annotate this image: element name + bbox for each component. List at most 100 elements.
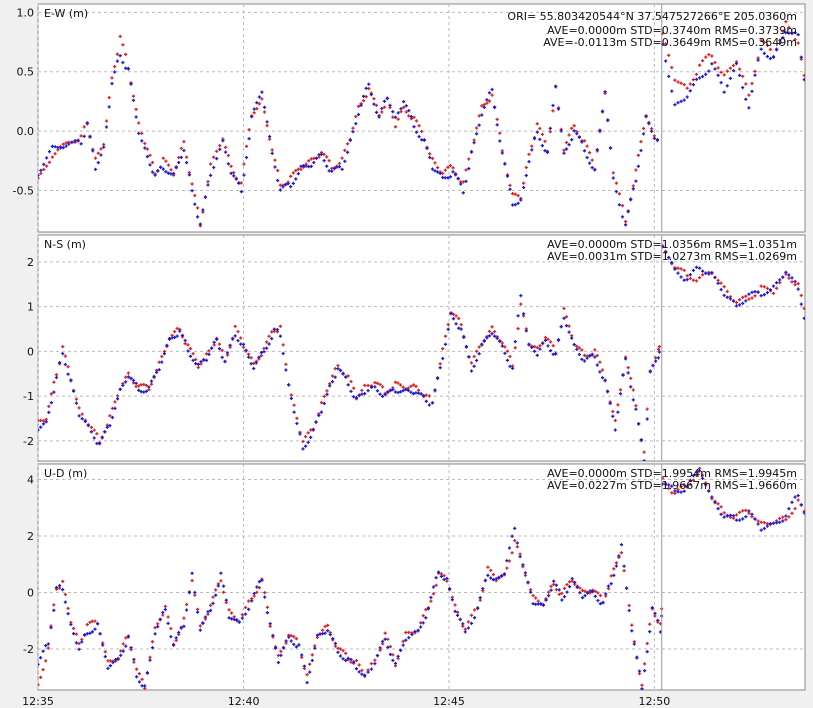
data-point — [49, 392, 53, 396]
data-point — [183, 342, 187, 346]
data-point — [578, 586, 582, 590]
data-point — [682, 98, 686, 102]
data-point — [778, 520, 782, 524]
data-point — [493, 105, 497, 110]
data-point — [185, 608, 189, 612]
data-point — [407, 630, 411, 634]
data-point — [624, 223, 628, 227]
data-point — [70, 140, 74, 144]
data-point — [270, 148, 274, 152]
data-point — [332, 167, 336, 171]
data-point — [526, 580, 530, 584]
data-point — [230, 611, 234, 615]
data-point — [381, 385, 385, 389]
data-point — [478, 596, 482, 600]
data-point — [698, 63, 702, 67]
data-point — [284, 639, 288, 643]
data-point — [135, 667, 139, 671]
data-point — [69, 622, 73, 627]
data-point — [385, 96, 389, 100]
data-point — [688, 273, 692, 277]
data-point — [493, 330, 497, 334]
data-point — [469, 613, 474, 617]
data-point — [380, 110, 384, 114]
data-point — [598, 370, 602, 374]
data-point — [337, 161, 342, 166]
data-point — [500, 151, 504, 155]
data-point — [164, 159, 168, 163]
data-point — [338, 368, 343, 373]
data-point — [174, 636, 178, 640]
data-point — [781, 36, 785, 40]
data-point — [93, 627, 97, 631]
data-point — [728, 66, 732, 70]
data-point — [505, 566, 509, 570]
data-point — [630, 623, 634, 627]
data-point — [551, 344, 555, 348]
data-point — [631, 187, 635, 191]
data-point — [472, 141, 476, 145]
data-point — [177, 160, 181, 165]
data-point — [198, 222, 202, 226]
y-tick-label: 4 — [27, 474, 34, 487]
data-point — [198, 624, 202, 628]
data-point — [135, 675, 139, 679]
data-point — [750, 81, 754, 86]
data-point — [631, 388, 635, 392]
data-point — [481, 587, 485, 591]
data-point — [421, 614, 425, 618]
data-point — [431, 592, 436, 596]
data-point — [352, 660, 356, 664]
data-point — [287, 635, 291, 639]
data-point — [617, 192, 621, 196]
data-point — [220, 348, 224, 352]
data-point — [707, 69, 711, 73]
data-point — [559, 325, 563, 329]
data-point — [388, 103, 392, 107]
data-point — [799, 302, 803, 306]
data-point — [620, 215, 625, 219]
data-point — [434, 583, 438, 587]
data-point — [734, 518, 739, 522]
data-point — [716, 66, 720, 70]
data-point — [250, 115, 254, 119]
data-point — [373, 658, 377, 662]
data-point — [276, 178, 280, 183]
data-point — [656, 618, 660, 622]
data-point — [580, 596, 585, 600]
data-point — [414, 384, 418, 388]
data-point — [249, 356, 253, 360]
data-point — [104, 125, 109, 129]
data-point — [688, 276, 692, 280]
data-point — [664, 59, 668, 63]
data-point — [404, 630, 408, 635]
data-point — [688, 89, 692, 93]
data-point — [691, 83, 695, 87]
data-point — [701, 74, 705, 79]
data-point — [340, 156, 344, 160]
data-point — [80, 412, 84, 416]
data-point — [784, 518, 788, 522]
data-point — [155, 370, 159, 374]
data-point — [212, 155, 216, 159]
data-point — [535, 353, 539, 357]
data-point — [363, 383, 367, 387]
y-tick-label: 0 — [27, 345, 34, 358]
data-point — [348, 138, 352, 142]
data-point — [682, 83, 686, 87]
data-point — [738, 67, 742, 71]
data-point — [374, 103, 379, 107]
data-point — [96, 161, 100, 165]
data-point — [147, 388, 151, 392]
data-point — [118, 387, 122, 391]
data-point — [557, 588, 561, 592]
data-point — [557, 592, 561, 596]
data-point — [503, 162, 507, 166]
data-point — [196, 610, 200, 614]
data-point — [160, 354, 164, 359]
data-point — [76, 138, 80, 142]
data-point — [495, 123, 499, 127]
data-point — [236, 330, 240, 334]
data-point — [100, 435, 104, 439]
data-point — [393, 661, 398, 665]
